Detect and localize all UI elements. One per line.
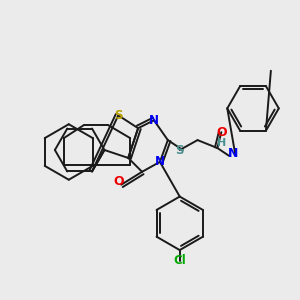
Text: O: O — [216, 126, 226, 139]
Text: N: N — [228, 148, 238, 160]
Text: N: N — [149, 114, 159, 127]
Text: H: H — [217, 138, 226, 148]
Text: Cl: Cl — [173, 254, 186, 268]
Text: N: N — [155, 155, 165, 168]
Text: S: S — [176, 143, 184, 157]
Text: O: O — [113, 175, 124, 188]
Text: S: S — [114, 109, 122, 122]
